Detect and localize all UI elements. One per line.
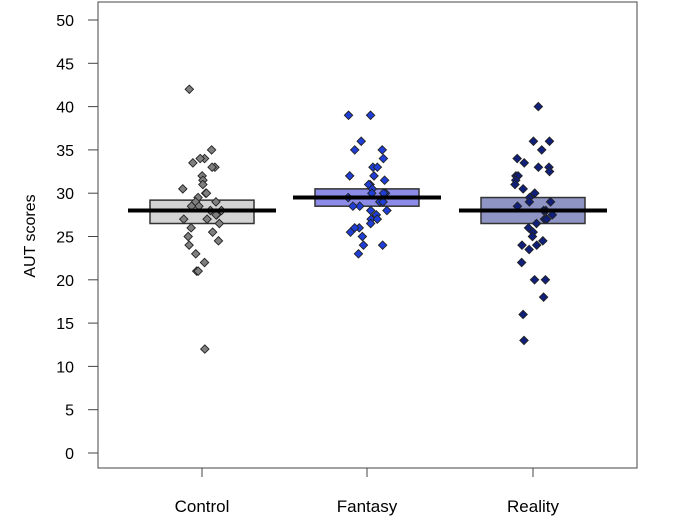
data-point	[354, 201, 365, 212]
data-point	[538, 292, 549, 302]
data-point	[348, 201, 358, 212]
data-point	[382, 205, 392, 216]
data-point	[178, 214, 189, 225]
y-tick-label: 15	[56, 316, 74, 333]
data-point	[529, 188, 540, 199]
y-axis-ticks: 0 5 10 15 20 25 30 35 40 45 50	[56, 13, 98, 463]
data-point	[372, 162, 383, 173]
data-point	[372, 214, 383, 225]
data-point	[353, 248, 364, 259]
data-point	[527, 231, 538, 242]
x-axis-ticks: Control Fantasy Reality	[175, 468, 559, 516]
data-point	[531, 240, 542, 250]
data-point	[188, 158, 198, 168]
x-category-label: Control	[175, 497, 230, 516]
data-point	[190, 248, 201, 259]
data-point	[544, 166, 555, 177]
data-point	[201, 188, 212, 199]
data-point	[379, 175, 390, 186]
data-point	[349, 145, 360, 155]
data-point	[184, 240, 194, 250]
data-point	[195, 153, 206, 164]
data-point	[531, 218, 542, 229]
x-category-label: Reality	[507, 497, 559, 516]
data-point	[378, 197, 388, 207]
data-point	[519, 335, 529, 346]
data-point	[369, 171, 379, 181]
data-point	[214, 218, 225, 229]
y-tick-label: 50	[56, 13, 74, 30]
data-point	[533, 101, 544, 112]
data-point	[356, 136, 367, 147]
data-point	[524, 244, 534, 255]
y-tick-label: 45	[56, 56, 74, 73]
data-point	[186, 223, 196, 233]
data-point	[517, 240, 527, 250]
data-point	[184, 84, 195, 95]
plot-frame	[97, 1, 638, 469]
data-point	[378, 153, 389, 164]
data-point	[211, 197, 221, 207]
y-tick-label: 10	[56, 359, 74, 376]
data-point	[365, 205, 376, 216]
y-tick-label: 35	[56, 143, 74, 160]
data-point	[365, 218, 376, 229]
data-point	[207, 227, 218, 238]
y-tick-label: 30	[56, 186, 74, 203]
data-point	[177, 184, 188, 194]
data-point	[345, 227, 356, 238]
data-point	[538, 235, 548, 246]
data-point	[211, 210, 221, 220]
data-point	[518, 184, 528, 194]
data-point	[199, 344, 210, 354]
data-point	[545, 197, 556, 207]
group-layer	[128, 84, 607, 354]
x-category-label: Fantasy	[337, 497, 398, 516]
data-point	[518, 309, 528, 320]
data-point	[536, 145, 547, 155]
data-point	[541, 214, 552, 225]
y-tick-label: 25	[56, 230, 74, 247]
data-point	[547, 210, 558, 220]
data-point	[516, 257, 527, 268]
data-point	[544, 136, 555, 147]
data-point	[540, 274, 551, 285]
data-point	[193, 266, 204, 276]
group-fantasy	[293, 110, 441, 259]
data-point	[519, 158, 530, 168]
data-point	[510, 179, 520, 190]
data-point	[533, 162, 544, 173]
y-tick-label: 40	[56, 100, 74, 117]
group-reality	[459, 101, 607, 346]
data-point	[199, 257, 210, 268]
group-control	[128, 84, 276, 354]
data-point	[377, 145, 388, 155]
data-point	[365, 110, 376, 121]
data-point	[183, 231, 194, 242]
data-point	[343, 110, 354, 121]
data-point	[524, 197, 535, 207]
data-point	[357, 231, 368, 242]
data-point	[512, 153, 523, 164]
data-point	[528, 136, 539, 147]
data-point	[213, 235, 224, 246]
y-tick-label: 5	[65, 403, 74, 420]
y-tick-label: 0	[65, 446, 74, 463]
data-point	[207, 162, 217, 173]
data-point	[358, 240, 369, 250]
data-point	[344, 171, 355, 181]
data-point	[529, 274, 540, 285]
y-axis-title: AUT scores	[22, 194, 39, 277]
y-tick-label: 20	[56, 273, 74, 290]
data-point	[377, 240, 388, 250]
data-point	[198, 179, 208, 190]
data-point	[202, 214, 212, 225]
data-point	[206, 145, 217, 155]
